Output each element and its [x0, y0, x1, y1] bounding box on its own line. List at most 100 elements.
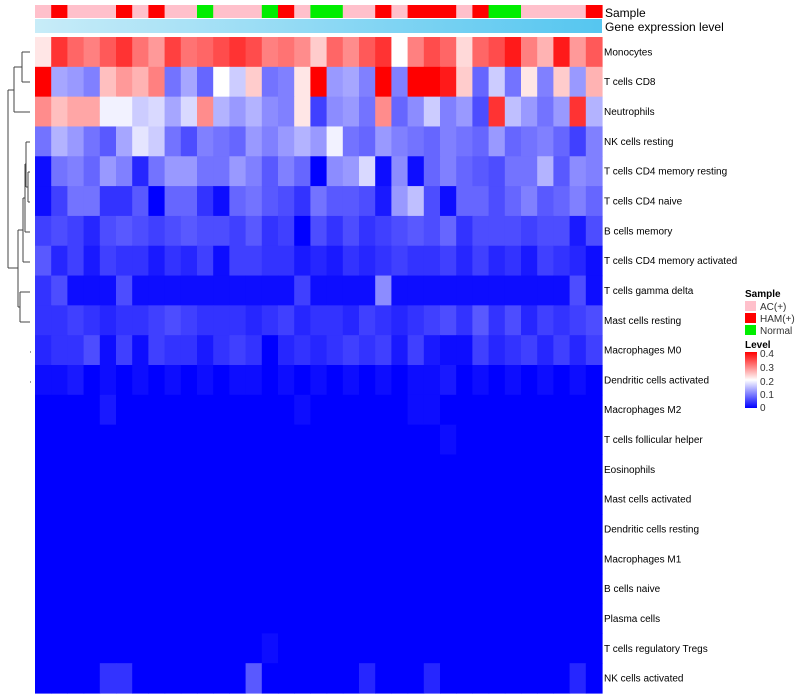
- heatmap-cell: [197, 484, 214, 515]
- heatmap-cell: [213, 663, 230, 694]
- row-label: T cells regulatory Tregs: [604, 644, 708, 655]
- heatmap-cell: [67, 96, 85, 128]
- heatmap-cell: [569, 543, 587, 575]
- heatmap-cell: [229, 663, 247, 694]
- legend-tick-0: 0: [760, 403, 766, 414]
- heatmap-cell: [488, 215, 506, 247]
- heatmap-cell: [391, 484, 409, 515]
- heatmap-cell: [326, 245, 344, 277]
- heatmap-cell: [197, 424, 214, 456]
- heatmap-cell: [537, 514, 554, 545]
- heatmap-cell: [261, 66, 279, 98]
- heatmap-cell: [99, 37, 117, 68]
- heatmap-cell: [326, 335, 344, 366]
- heatmap-cell: [67, 305, 85, 336]
- heatmap-cell: [537, 96, 554, 128]
- heatmap-cell: [67, 454, 85, 485]
- heatmap-cell: [213, 156, 230, 187]
- heatmap-cell: [359, 394, 376, 426]
- heatmap-cell: [294, 394, 311, 426]
- row-label: Dendritic cells resting: [604, 525, 699, 536]
- heatmap-cell: [423, 633, 441, 664]
- heatmap-cell: [51, 37, 68, 68]
- heatmap-cell: [488, 573, 506, 605]
- heatmap-cell: [504, 424, 522, 456]
- heatmap-cell: [67, 126, 85, 157]
- heatmap-cell: [407, 454, 425, 485]
- heatmap-cell: [67, 156, 85, 187]
- heatmap-cell: [456, 573, 473, 605]
- heatmap-cell: [132, 305, 149, 336]
- heatmap-cell: [213, 424, 230, 456]
- heatmap-cell: [99, 305, 117, 336]
- heatmap-cell: [51, 633, 68, 664]
- heatmap-cell: [391, 96, 409, 128]
- sample-annotation-cell: [569, 5, 587, 18]
- heatmap-cell: [569, 633, 587, 664]
- heatmap-cell: [472, 156, 490, 187]
- heatmap-cell: [521, 543, 538, 575]
- heatmap-cell: [294, 37, 311, 68]
- heatmap-cell: [504, 365, 522, 396]
- heatmap-cell: [116, 186, 133, 217]
- heatmap-cell: [391, 245, 409, 277]
- row-label: Mast cells activated: [604, 495, 691, 506]
- heatmap-cell: [245, 96, 263, 128]
- heatmap-cell: [407, 126, 425, 157]
- heatmap-cell: [504, 66, 522, 98]
- heatmap-cell: [342, 156, 360, 187]
- heatmap-cell: [407, 305, 425, 336]
- heatmap-cell: [407, 514, 425, 545]
- heatmap-cell: [440, 245, 457, 277]
- heatmap-cell: [375, 37, 392, 68]
- heatmap-cell: [375, 424, 392, 456]
- heatmap-cell: [310, 215, 328, 247]
- heatmap-cell: [310, 186, 328, 217]
- heatmap-cell: [585, 215, 603, 247]
- heatmap-cell: [245, 603, 263, 634]
- heatmap-cell: [213, 454, 230, 485]
- legend-tick-0.3: 0.3: [760, 363, 774, 374]
- heatmap-cell: [342, 454, 360, 485]
- heatmap-cell: [245, 335, 263, 366]
- heatmap-cell: [35, 573, 52, 605]
- heatmap-cell: [51, 663, 68, 694]
- heatmap-cell: [472, 573, 490, 605]
- heatmap-cell: [213, 365, 230, 396]
- heatmap-cell: [326, 126, 344, 157]
- heatmap-cell: [116, 633, 133, 664]
- heatmap-cell: [213, 603, 230, 634]
- heatmap-cell: [521, 424, 538, 456]
- heatmap-cell: [229, 305, 247, 336]
- heatmap-cell: [180, 126, 198, 157]
- heatmap-cell: [553, 633, 571, 664]
- heatmap-cell: [472, 96, 490, 128]
- row-label: Plasma cells: [604, 614, 660, 625]
- heatmap-cell: [488, 365, 506, 396]
- sample-annotation-cell: [391, 5, 409, 18]
- heatmap-cell: [294, 365, 311, 396]
- sample-annotation-cell: [229, 5, 247, 18]
- heatmap-cell: [488, 66, 506, 98]
- heatmap-cell: [569, 186, 587, 217]
- heatmap-cell: [326, 394, 344, 426]
- heatmap-cell: [391, 126, 409, 157]
- heatmap-cell: [261, 305, 279, 336]
- legend-tick-0.2: 0.2: [760, 377, 774, 388]
- heatmap-cell: [375, 484, 392, 515]
- heatmap-cell: [407, 96, 425, 128]
- heatmap-cell: [229, 126, 247, 157]
- heatmap-cell: [164, 603, 182, 634]
- heatmap-cell: [391, 633, 409, 664]
- heatmap-cell: [585, 305, 603, 336]
- heatmap-cell: [67, 394, 85, 426]
- heatmap-cell: [148, 335, 166, 366]
- heatmap-cell: [294, 543, 311, 575]
- heatmap-cell: [213, 66, 230, 98]
- heatmap-cell: [488, 603, 506, 634]
- heatmap-cell: [197, 186, 214, 217]
- heatmap-cell: [132, 603, 149, 634]
- heatmap-cell: [197, 126, 214, 157]
- row-label: NK cells activated: [604, 674, 683, 685]
- heatmap-cell: [488, 514, 506, 545]
